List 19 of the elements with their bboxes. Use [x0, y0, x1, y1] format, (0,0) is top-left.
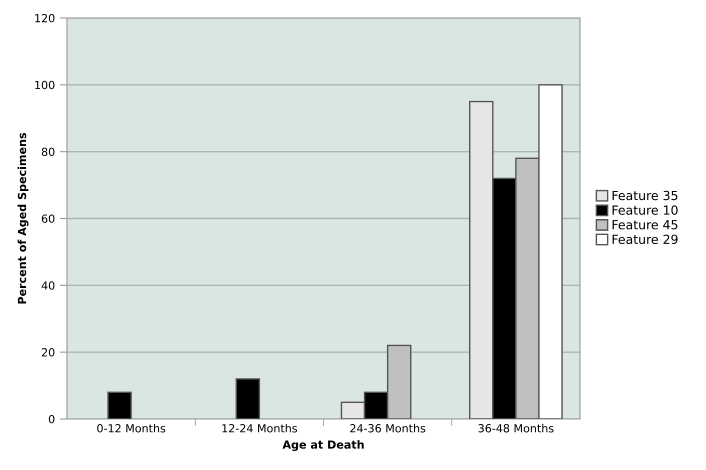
y-axis-title: Percent of Aged Specimens — [18, 132, 28, 304]
legend-label: Feature 10 — [612, 205, 678, 215]
legend-label: Feature 29 — [612, 234, 678, 244]
legend-label: Feature 45 — [612, 220, 678, 230]
y-tick-label: 0 — [48, 414, 54, 424]
x-axis-title: Age at Death — [282, 440, 364, 452]
y-tick-label: 80 — [42, 148, 54, 156]
x-tick-label: 36-48 Months — [478, 424, 554, 432]
y-tick-label: 100 — [35, 80, 54, 90]
legend-label: Feature 35 — [612, 190, 678, 200]
bar — [236, 378, 260, 419]
y-tick-label: 40 — [42, 281, 54, 290]
y-tick-label: 20 — [42, 348, 54, 357]
x-tick-label: 0-12 Months — [97, 424, 166, 432]
y-tick-label: 60 — [42, 214, 54, 223]
x-tick-label: 12-24 Months — [222, 424, 298, 432]
y-tick-label: 120 — [35, 14, 54, 22]
x-tick-label: 24-36 Months — [350, 424, 426, 432]
bar — [107, 392, 132, 419]
